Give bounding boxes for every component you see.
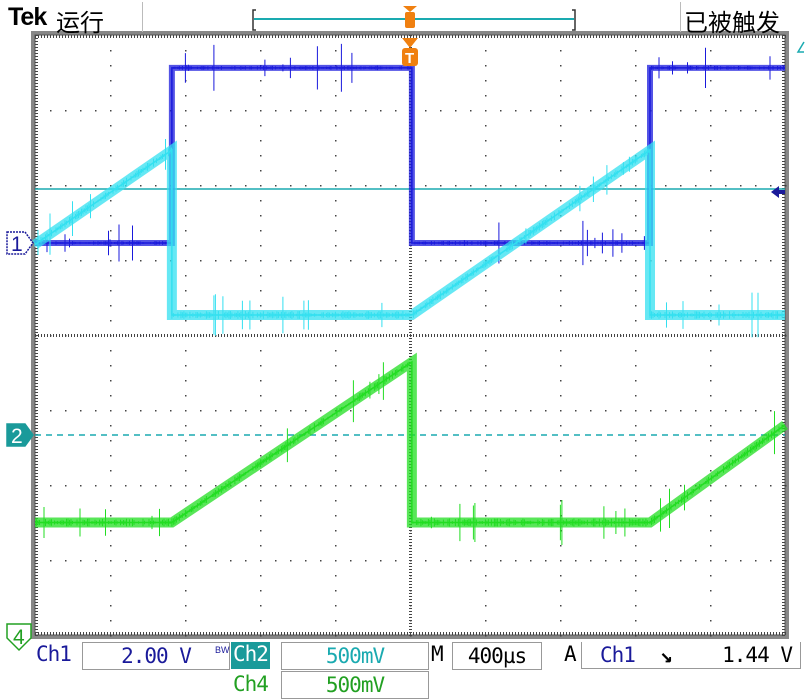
divider: [680, 2, 681, 32]
ch2-ground-marker: 2: [6, 423, 34, 448]
ch4-label[interactable]: Ch4: [233, 672, 269, 696]
trigger-level: 1.44 V: [722, 643, 793, 667]
trigger-settings[interactable]: Ch1 ↘ 1.44 V: [581, 642, 801, 669]
bandwidth-limit-icon: BW: [215, 645, 230, 655]
record-trigger-arrow: [403, 6, 417, 12]
trigger-level-arrow: [771, 186, 785, 198]
trigger-marker-label: T: [405, 50, 414, 67]
ch2-label[interactable]: Ch2: [231, 642, 270, 669]
ch1-ground-marker-label: 1: [11, 233, 23, 256]
ch2-ground-marker-label: 2: [11, 425, 23, 448]
record-trigger-marker: [405, 12, 415, 28]
graticule-frame: [31, 31, 789, 639]
trigger-position-marker: [402, 48, 418, 66]
record-brackets: [252, 9, 576, 31]
delta-icon: [796, 41, 805, 53]
trigger-position-arrow: [402, 38, 418, 48]
brand-logo: Tek: [8, 3, 47, 31]
timebase-label: M: [431, 642, 444, 666]
trigger-mode: A: [564, 642, 577, 666]
acquisition-state: 运行: [56, 10, 104, 37]
divider: [142, 2, 143, 32]
ch1-label[interactable]: Ch1: [36, 642, 72, 666]
ch4-scale[interactable]: 500mV: [281, 671, 429, 699]
falling-edge-icon: ↘: [660, 643, 673, 667]
ch4-ground-marker: [6, 623, 32, 652]
waveform-edge-ch2: [34, 148, 785, 316]
trigger-source: Ch1: [600, 643, 636, 667]
waveform-edge-ch4: [35, 360, 786, 524]
grid-dots: [35, 35, 787, 637]
ch1-ground-marker: 1: [6, 231, 34, 256]
timebase-value[interactable]: 400µs: [452, 642, 542, 670]
trigger-status: 已被触发: [684, 10, 780, 37]
ch4-marker-label: 4: [13, 626, 25, 649]
ch2-scale[interactable]: 500mV: [281, 642, 429, 670]
ch1-scale[interactable]: 2.00 V: [82, 642, 230, 670]
